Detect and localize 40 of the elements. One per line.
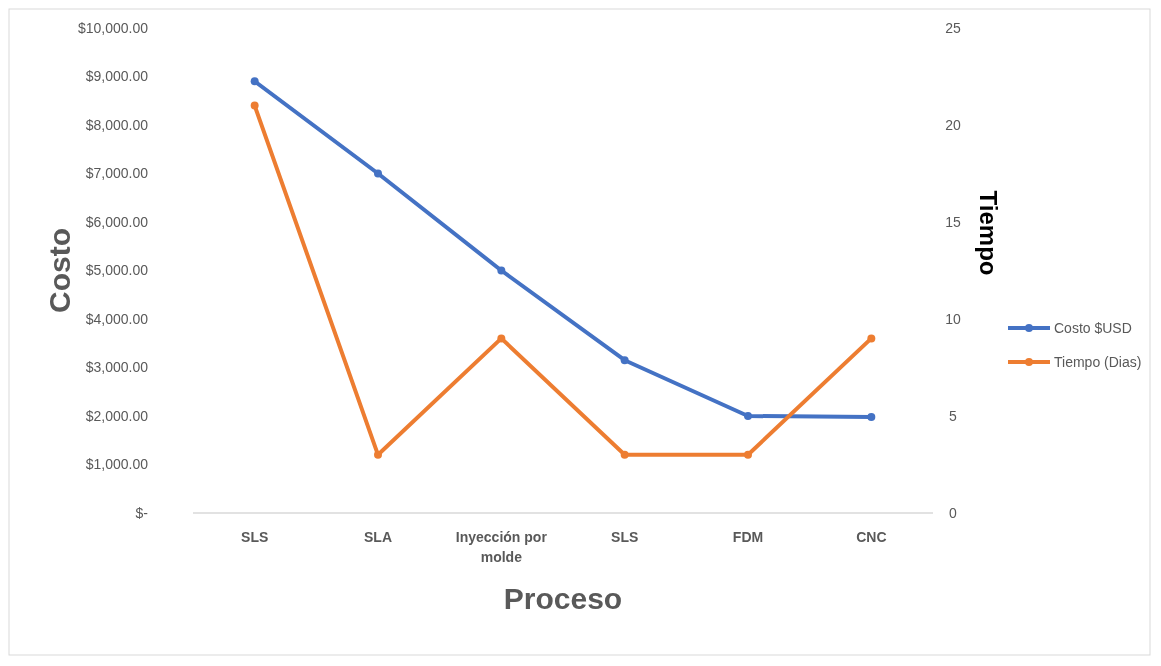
x-tick-label: SLA bbox=[364, 529, 392, 545]
y-tick-label: $- bbox=[135, 504, 149, 521]
y2-tick-label: 20 bbox=[945, 116, 961, 133]
y-tick-label: $3,000.00 bbox=[85, 359, 149, 376]
x-tick-label: Inyección por molde bbox=[455, 529, 548, 565]
y2-tick-label: 5 bbox=[949, 407, 958, 424]
point bbox=[497, 334, 506, 343]
point bbox=[497, 266, 506, 275]
y-tick-label: $6,000.00 bbox=[85, 213, 149, 230]
point bbox=[744, 412, 752, 420]
y2-tick-label: 25 bbox=[945, 19, 961, 36]
point bbox=[250, 101, 259, 110]
legend-label: Costo $USD bbox=[1054, 319, 1132, 336]
y-tick-label: $4,000.00 bbox=[85, 310, 149, 327]
y-tick-label: $1,000.00 bbox=[85, 456, 149, 473]
legend-label: Tiempo (Dias) bbox=[1054, 353, 1142, 370]
point bbox=[620, 450, 629, 459]
y-tick-label: $2,000.00 bbox=[85, 407, 149, 424]
x-tick-label: CNC bbox=[856, 529, 887, 545]
x-tick-label: SLS bbox=[241, 529, 269, 545]
point bbox=[867, 412, 876, 421]
point bbox=[867, 334, 876, 343]
y-tick-label: $10,000.00 bbox=[77, 19, 149, 36]
point bbox=[374, 450, 382, 459]
y-tick-label: $7,000.00 bbox=[85, 165, 149, 182]
point bbox=[374, 169, 382, 178]
point bbox=[250, 77, 259, 86]
point bbox=[620, 356, 629, 365]
y2-tick-label: 10 bbox=[945, 310, 961, 327]
y-tick-label: $5,000.00 bbox=[85, 262, 149, 279]
y2-tick-label: 15 bbox=[945, 213, 961, 230]
y2-tick-label: 0 bbox=[949, 504, 958, 521]
y2-axis-title: Tiempo bbox=[975, 190, 1002, 276]
point bbox=[744, 450, 752, 459]
y-tick-label: $8,000.00 bbox=[85, 116, 149, 133]
y-axis-title: Costo bbox=[43, 228, 76, 313]
x-axis-title: Proceso bbox=[503, 582, 623, 615]
x-tick-label: FDM bbox=[732, 529, 764, 545]
x-tick-label: SLS bbox=[611, 529, 639, 545]
y-tick-label: $9,000.00 bbox=[85, 68, 149, 85]
